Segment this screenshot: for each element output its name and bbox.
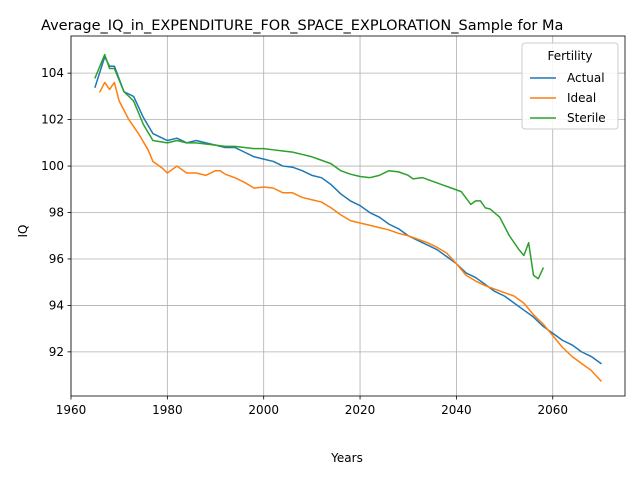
series-line-sterile [94,53,545,280]
x-axis-ticks: 1960 1980 2000 2020 2040 2060 [56,396,568,417]
x-axis-label: Years [330,451,363,465]
x-tick-label: 2060 [537,403,568,417]
plot-frame [70,35,626,397]
y-tick-label: 100 [41,159,64,173]
x-tick-label: 2020 [345,403,376,417]
y-tick-label: 96 [49,252,64,266]
series-lines [94,53,602,382]
legend-title: Fertility [547,49,592,63]
y-tick-label: 98 [49,206,64,220]
chart-title: Average_IQ_in_EXPENDITURE_FOR_SPACE_EXPL… [41,18,563,34]
x-tick-label: 2000 [248,403,279,417]
series-line-ideal [98,81,602,382]
x-tick-label: 1960 [56,403,87,417]
legend-label-actual: Actual [567,71,605,85]
y-tick-label: 102 [41,113,64,127]
y-tick-label: 92 [49,345,64,359]
legend: Fertility Actual Ideal Sterile [521,42,619,130]
legend-items: Actual Ideal Sterile [530,71,606,125]
y-axis-ticks: 92 94 96 98 100 102 104 [41,66,71,359]
y-tick-label: 94 [49,298,64,312]
legend-label-sterile: Sterile [567,111,606,125]
legend-label-ideal: Ideal [567,91,596,105]
x-tick-label: 1980 [152,403,183,417]
x-tick-label: 2040 [441,403,472,417]
legend-box [521,42,619,130]
y-axis-label: IQ [16,225,30,238]
series-line-actual [94,56,602,365]
y-tick-label: 104 [41,66,64,80]
